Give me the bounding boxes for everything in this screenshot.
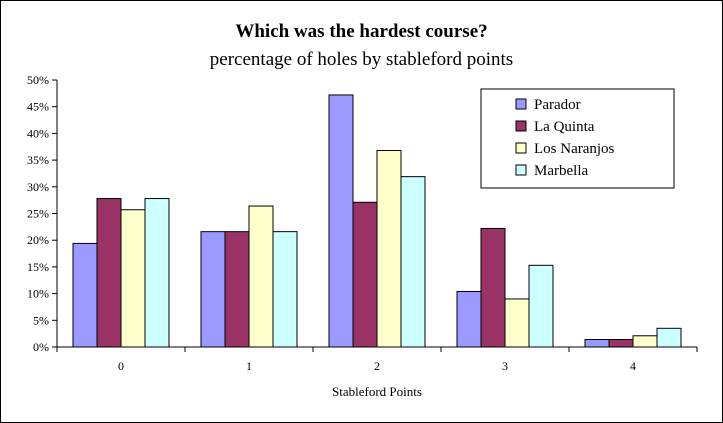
bar-la-quinta-3 [480, 227, 506, 348]
y-tick-label: 25% [27, 207, 49, 221]
chart-subtitle: percentage of holes by stableford points [209, 49, 514, 70]
y-tick-label: 15% [27, 260, 49, 274]
y-tick-label: 45% [27, 100, 49, 114]
bar-los-naranjos-3 [504, 298, 530, 348]
legend-swatch-parador [515, 98, 527, 110]
bar-la-quinta-4 [608, 339, 634, 348]
legend-swatch-los-naranjos [515, 142, 527, 154]
bar-marbella-3 [528, 264, 554, 348]
bar-marbella-2 [400, 176, 426, 348]
bar-la-quinta-0 [96, 198, 122, 348]
y-tick-label: 40% [27, 126, 49, 140]
x-tick-label: 4 [630, 359, 636, 373]
legend-swatch-la-quinta [515, 120, 527, 132]
bar-parador-4 [584, 339, 610, 348]
bar-los-naranjos-4 [632, 335, 658, 348]
chart-title: Which was the hardest course? [235, 21, 488, 42]
x-tick-label: 1 [246, 359, 252, 373]
legend-label-marbella: Marbella [534, 163, 588, 179]
x-tick-label: 3 [502, 359, 508, 373]
legend-label-la-quinta: La Quinta [534, 119, 595, 135]
bar-parador-2 [328, 94, 354, 348]
y-tick-label: 0% [33, 340, 49, 354]
legend-label-parador: Parador [534, 97, 581, 113]
bar-los-naranjos-2 [376, 149, 402, 348]
y-tick-label: 35% [27, 153, 49, 167]
axes: 0% 5% 10% 15% 20% 25% 30% 35% 40% 45% 50% 0 1 2 3 4 [27, 73, 698, 373]
bar-marbella-0 [144, 198, 170, 348]
bar-los-naranjos-1 [248, 205, 274, 348]
x-axis-title: Stableford Points [332, 384, 422, 399]
legend: Parador La Quinta Los Naranjos Marbella [480, 88, 675, 189]
bar-parador-1 [200, 231, 226, 348]
y-tick-label: 5% [33, 313, 49, 327]
x-tick-label: 2 [374, 359, 380, 373]
y-tick-label: 50% [27, 73, 49, 87]
bar-marbella-1 [272, 231, 298, 348]
legend-label-los-naranjos: Los Naranjos [534, 141, 615, 157]
x-tick-label: 0 [118, 359, 124, 373]
y-tick-label: 20% [27, 233, 49, 247]
bar-los-naranjos-0 [120, 209, 146, 348]
y-tick-label: 10% [27, 287, 49, 301]
bar-la-quinta-1 [224, 231, 250, 348]
legend-swatch-marbella [515, 164, 527, 176]
y-tick-label: 30% [27, 180, 49, 194]
bars [72, 94, 682, 348]
bar-parador-0 [72, 242, 98, 348]
bar-marbella-4 [656, 327, 682, 348]
bar-la-quinta-2 [352, 201, 378, 348]
legend-box [480, 88, 675, 189]
bar-parador-3 [456, 290, 482, 348]
